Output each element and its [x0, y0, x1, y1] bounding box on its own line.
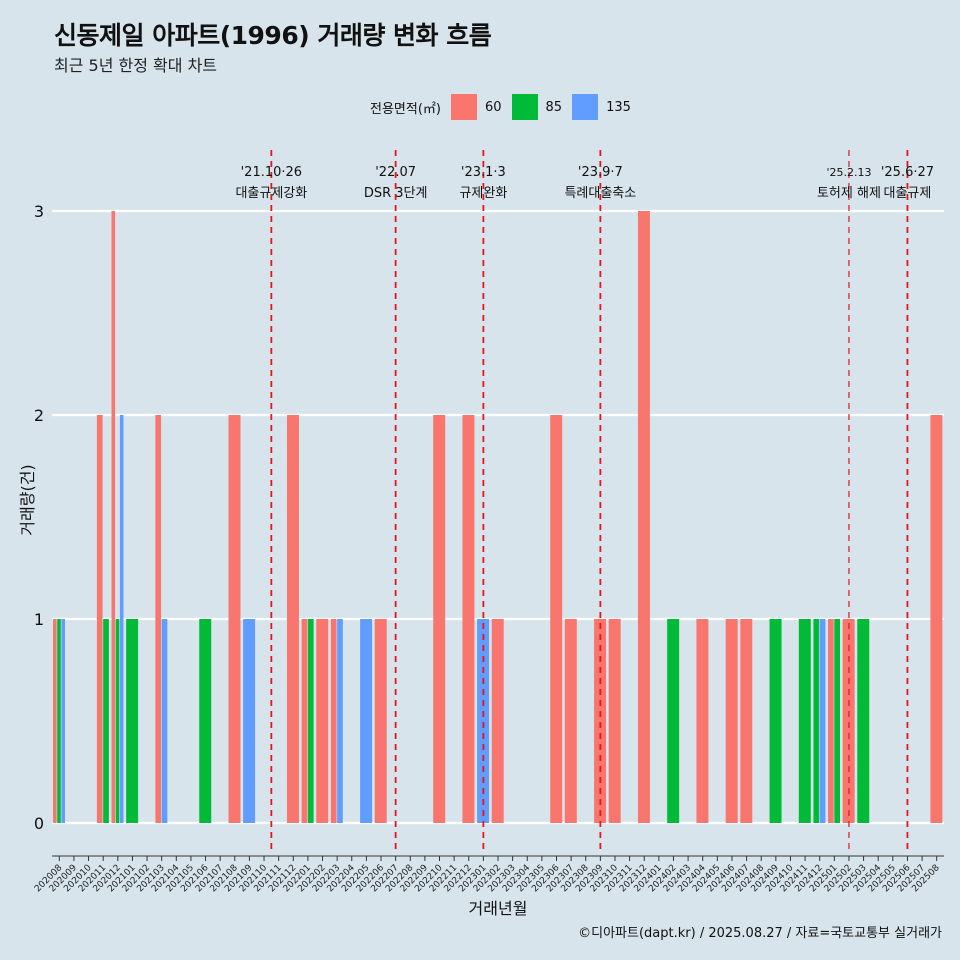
bar-60-202202	[316, 619, 329, 823]
bar-85-202402	[667, 619, 680, 823]
bar-60-202201	[301, 619, 308, 823]
legend-label-135: 135	[606, 99, 631, 115]
bar-135-202301	[477, 619, 490, 823]
annotation-date: '22.07	[375, 165, 416, 180]
bar-60-202210	[433, 415, 446, 823]
bar-135-202203	[337, 619, 343, 823]
bar-135-202412	[819, 619, 826, 823]
bar-60-202212	[462, 415, 475, 823]
bar-85-202501	[834, 619, 841, 823]
bar-60-202306	[550, 415, 563, 823]
annotation-date: '23.9·7	[578, 165, 623, 180]
bar-60-202112	[286, 415, 299, 823]
y-tick-label: 3	[34, 202, 44, 221]
annotation-label: 특례대출축소	[564, 186, 636, 201]
legend-label-85: 85	[545, 99, 563, 115]
bar-60-202203	[330, 619, 337, 823]
y-axis-title: 거래량(건)	[18, 464, 37, 535]
bar-60-202206	[374, 619, 387, 823]
annotation-date: '25.6·27	[881, 165, 934, 180]
bar-85-202101	[126, 619, 139, 823]
bar-60-202310	[608, 619, 621, 823]
bar-60-202307	[564, 619, 577, 823]
y-tick-label: 2	[34, 406, 44, 425]
bar-60-202502	[842, 619, 855, 823]
bar-85-202008	[57, 619, 61, 823]
bar-135-202205	[360, 619, 373, 823]
annotation-label: 대출규제	[884, 186, 932, 201]
legend-swatch-60	[450, 94, 477, 120]
bar-85-202412	[813, 619, 820, 823]
bar-60-202312	[637, 211, 650, 823]
bar-135-202012	[119, 415, 124, 823]
y-tick-label: 0	[34, 814, 44, 833]
bar-85-202201	[307, 619, 314, 823]
annotation-label: 규제완화	[459, 186, 507, 201]
legend-item-60: 60	[450, 94, 502, 120]
bar-85-202409	[769, 619, 782, 823]
legend-label-60: 60	[484, 99, 502, 115]
bar-60-202406	[725, 619, 738, 823]
bar-135-202008	[61, 619, 65, 823]
annotation-label: 토허제 해제	[817, 186, 881, 201]
legend-swatch-135	[572, 94, 599, 120]
legend-swatch-85	[511, 94, 538, 120]
annotation-date: '21.10·26	[241, 165, 302, 180]
bar-85-202011	[103, 619, 109, 823]
y-tick-label: 1	[34, 610, 44, 629]
bar-60-202012	[111, 211, 116, 823]
bar-60-202309	[594, 619, 607, 823]
bar-85-202012	[115, 619, 120, 823]
bar-60-202011	[96, 415, 103, 823]
bar-60-202508	[930, 415, 943, 823]
bar-60-202404	[696, 619, 709, 823]
annotation-date: '23.1·3	[461, 165, 506, 180]
legend-title: 전용면적(㎡)	[370, 101, 441, 117]
chart-subtitle: 최근 5년 한정 확대 차트	[54, 56, 218, 75]
bar-60-202407	[740, 619, 753, 823]
bar-60-202103	[155, 415, 162, 823]
legend: 전용면적(㎡) 60 85 135	[370, 92, 641, 122]
bar-60-202008	[53, 619, 57, 823]
x-axis-title: 거래년월	[469, 899, 528, 918]
chart-title: 신동제일 아파트(1996) 거래량 변화 흐름	[54, 21, 492, 50]
legend-item-135: 135	[572, 94, 631, 120]
source-caption: ©디아파트(dapt.kr) / 2025.08.27 / 자료=국토교통부 실…	[578, 926, 942, 941]
annotation-label: DSR 3단계	[364, 186, 428, 201]
bar-85-202106	[199, 619, 212, 823]
bar-135-202103	[161, 619, 168, 823]
bar-85-202503	[857, 619, 870, 823]
bar-60-202302	[491, 619, 504, 823]
annotation-date: '25.2.13	[826, 166, 871, 179]
bar-60-202108	[228, 415, 241, 823]
annotation-label: 대출규제강화	[235, 186, 307, 201]
bar-135-202109	[243, 619, 256, 823]
legend-item-85: 85	[511, 94, 563, 120]
bar-60-202501	[828, 619, 834, 823]
bar-85-202411	[798, 619, 811, 823]
